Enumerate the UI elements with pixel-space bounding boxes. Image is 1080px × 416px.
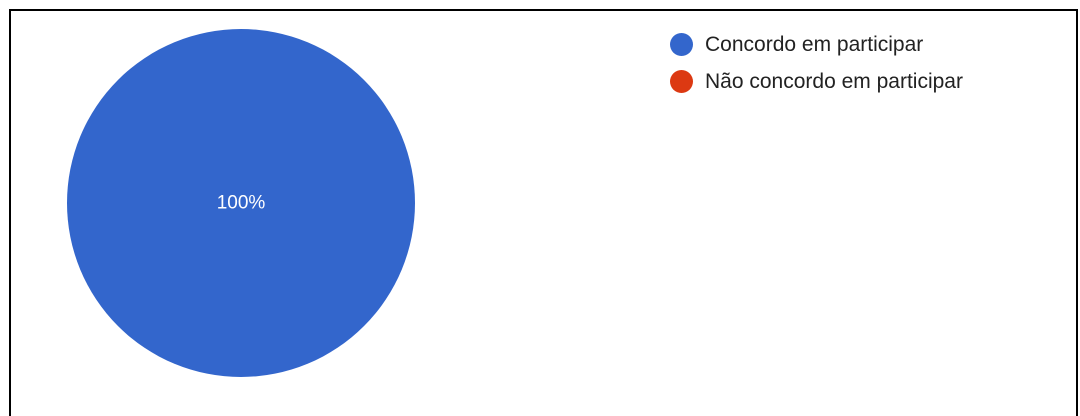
pie-labels: 100% — [217, 193, 266, 214]
legend-swatch-nao-concordo — [670, 70, 693, 93]
legend-item-nao-concordo[interactable]: Não concordo em participar — [670, 63, 963, 100]
pie-slices — [67, 29, 415, 377]
pie-slice-label-concordo-em-participar: 100% — [217, 193, 266, 214]
legend-label-nao-concordo: Não concordo em participar — [705, 69, 963, 93]
chart-legend: Concordo em participar Não concordo em p… — [670, 26, 963, 100]
legend-swatch-concordo — [670, 33, 693, 56]
legend-label-concordo: Concordo em participar — [705, 32, 924, 56]
pie-slice-concordo-em-participar[interactable] — [67, 29, 415, 377]
legend-item-concordo[interactable]: Concordo em participar — [670, 26, 963, 63]
